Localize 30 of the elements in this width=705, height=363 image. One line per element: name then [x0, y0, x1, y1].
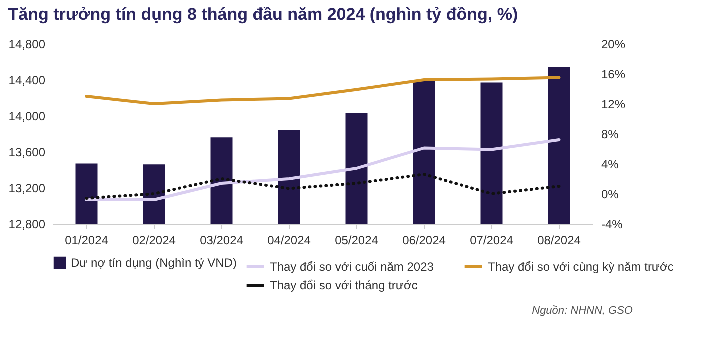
x-tick-label: 07/2024 — [470, 234, 514, 248]
legend-label: Thay đổi so với cùng kỳ năm trước — [488, 260, 674, 274]
y2-tick-label: 16% — [602, 68, 626, 82]
chart-title: Tăng trưởng tín dụng 8 tháng đầu năm 2024 (nghìn tỷ đồng, %) — [8, 5, 518, 24]
y2-tick-label: 4% — [602, 158, 620, 172]
x-tick-label: 01/2024 — [65, 234, 109, 248]
x-tick-label: 04/2024 — [268, 234, 312, 248]
x-tick-label: 05/2024 — [335, 234, 379, 248]
line-series — [85, 173, 561, 200]
y-tick-label: 14,400 — [8, 74, 46, 88]
y2-tick-label: 20% — [602, 38, 626, 52]
legend-label: Thay đổi so với tháng trước — [270, 278, 418, 292]
text: Nguồn: NHNN, GSO — [532, 305, 634, 317]
y2-tick-label: 0% — [602, 188, 620, 202]
y2-tick-label: 12% — [602, 98, 626, 112]
y2-tick-label: -4% — [602, 218, 624, 232]
y-tick-label: 13,200 — [8, 182, 46, 196]
x-tick-label: 06/2024 — [402, 234, 446, 248]
legend-label: Dư nợ tín dụng (Nghìn tỷ VND) — [71, 256, 237, 270]
legend-label: Thay đổi so với cuối năm 2023 — [270, 260, 434, 274]
x-tick-label: 02/2024 — [132, 234, 176, 248]
y2-tick-label: 8% — [602, 128, 620, 142]
y-tick-label: 14,800 — [8, 38, 46, 52]
y-tick-label: 13,600 — [8, 146, 46, 160]
y-tick-label: 12,800 — [8, 218, 46, 232]
x-tick-label: 08/2024 — [538, 234, 582, 248]
x-tick-label: 03/2024 — [200, 234, 244, 248]
line-series — [85, 138, 561, 202]
line-series — [85, 76, 561, 106]
y-tick-label: 14,000 — [8, 110, 46, 124]
